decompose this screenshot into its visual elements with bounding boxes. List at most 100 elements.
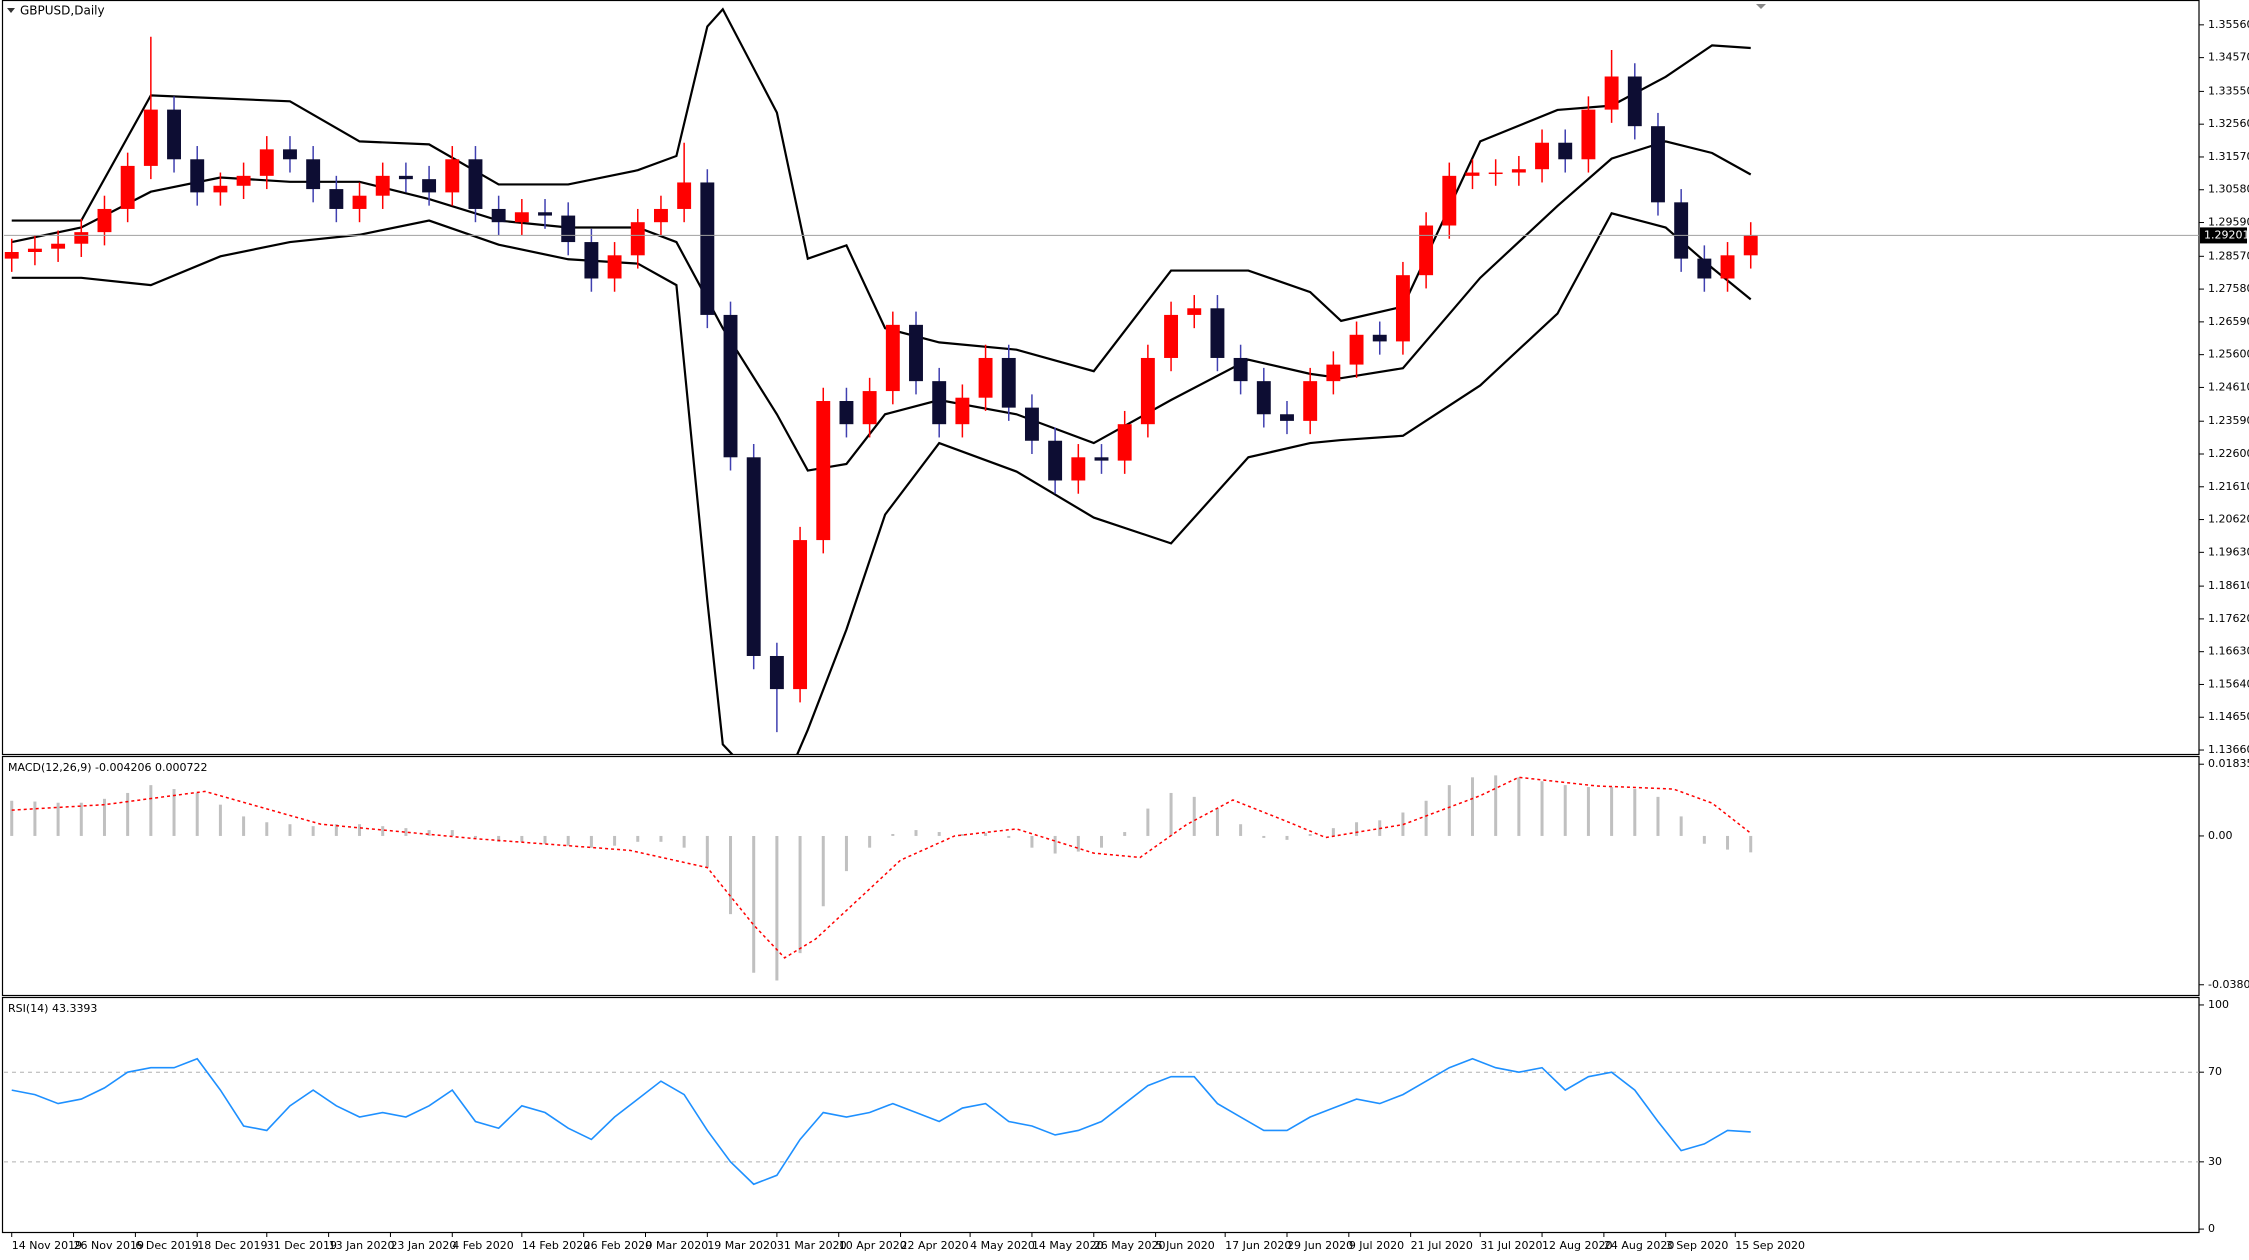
- y-tick-label: 1.17620: [2208, 612, 2249, 625]
- candle-body: [329, 189, 344, 209]
- candle-body: [51, 243, 66, 249]
- pane-frame: [1, 755, 2200, 997]
- candle-body: [561, 215, 576, 243]
- candle-body: [1581, 109, 1596, 160]
- bollinger-lower: [11, 211, 1752, 754]
- candle-body: [190, 159, 205, 193]
- candle-body: [700, 182, 715, 315]
- candle-body: [375, 175, 390, 196]
- price-label-box: [2200, 227, 2247, 244]
- y-tick-label: 1.20620: [2208, 513, 2249, 526]
- x-tick-label: 5 Jun 2020: [1156, 1239, 1215, 1252]
- x-tick-label: 4 May 2020: [970, 1239, 1035, 1252]
- y-tick-label: 0.00: [2208, 829, 2233, 842]
- pane-content: [10, 775, 1753, 981]
- candle-body: [1071, 457, 1086, 481]
- x-tick-label: 14 Feb 2020: [522, 1239, 590, 1252]
- candle-body: [607, 255, 622, 279]
- pane-frame: [1, 996, 2200, 1234]
- candle-body: [653, 208, 668, 223]
- candle-body: [1372, 334, 1387, 342]
- candle-body: [1187, 308, 1202, 315]
- candle-body: [1720, 255, 1735, 279]
- candle-body: [1256, 381, 1271, 415]
- y-tick-label: 1.21610: [2208, 480, 2249, 493]
- x-tick-label: 21 Jul 2020: [1411, 1239, 1473, 1252]
- candle-body: [1140, 357, 1155, 425]
- candle-body: [1465, 172, 1480, 176]
- x-tick-label: 23 Jan 2020: [390, 1239, 456, 1252]
- candle-body: [27, 248, 42, 252]
- candle-body: [445, 159, 460, 193]
- candle-body: [1697, 258, 1712, 279]
- y-tick-label: 1.35560: [2208, 18, 2249, 31]
- candle-body: [538, 212, 552, 216]
- y-tick-label: 1.33550: [2208, 84, 2249, 97]
- candle-body: [1164, 314, 1179, 358]
- candle-body: [352, 195, 367, 209]
- candle-body: [793, 540, 808, 690]
- y-tick-label: 1.14650: [2208, 710, 2249, 723]
- candle-body: [816, 401, 831, 541]
- candle-body: [259, 149, 274, 176]
- x-tick-label: 15 Sep 2020: [1735, 1239, 1805, 1252]
- y-tick-label: 30: [2208, 1155, 2222, 1168]
- candle-body: [468, 159, 483, 209]
- candle-body: [1651, 126, 1665, 203]
- x-tick-label: 13 Jan 2020: [329, 1239, 395, 1252]
- candle-body: [74, 232, 89, 244]
- x-tick-label: 4 Feb 2020: [452, 1239, 513, 1252]
- price-label: 1.29201: [2204, 228, 2249, 241]
- x-tick-label: 14 May 2020: [1032, 1239, 1104, 1252]
- x-tick-label: 10 Apr 2020: [839, 1239, 907, 1252]
- candle-body: [1511, 169, 1526, 173]
- candle-body: [213, 185, 228, 193]
- candle-body: [1326, 364, 1341, 382]
- y-tick-label: 1.24610: [2208, 380, 2249, 393]
- candle-body: [167, 109, 181, 160]
- candle-body: [1024, 407, 1039, 441]
- candle-body: [398, 175, 413, 180]
- x-tick-label: 26 Nov 2019: [74, 1239, 144, 1252]
- candle-body: [862, 391, 877, 425]
- candle-body: [120, 165, 135, 209]
- x-tick-label: 18 Dec 2019: [197, 1239, 267, 1252]
- x-tick-label: 22 Apr 2020: [901, 1239, 969, 1252]
- candle-body: [1743, 235, 1758, 256]
- y-tick-label: 1.31570: [2208, 150, 2249, 163]
- y-tick-label: 1.32560: [2208, 117, 2249, 130]
- y-tick-label: 1.28570: [2208, 249, 2249, 262]
- x-tick-label: 3 Sep 2020: [1666, 1239, 1729, 1252]
- x-tick-label: 31 Jul 2020: [1480, 1239, 1542, 1252]
- y-tick-label: 1.26590: [2208, 315, 2249, 328]
- rsi-line: [11, 1057, 1751, 1186]
- x-tick-label: 12 Aug 2020: [1542, 1239, 1612, 1252]
- candle-body: [1558, 142, 1573, 160]
- pane-frame: [1, 0, 2200, 756]
- x-tick-label: 29 Jun 2020: [1287, 1239, 1353, 1252]
- candle-body: [932, 381, 947, 425]
- candle-body: [723, 314, 738, 458]
- symbol-title: GBPUSD,Daily: [20, 4, 105, 18]
- indicator-title: RSI(14) 43.3393: [8, 1002, 97, 1015]
- candle-body: [1395, 275, 1410, 342]
- y-tick-label: 100: [2208, 998, 2229, 1011]
- candle-body: [1001, 357, 1016, 408]
- candle-body: [1488, 172, 1503, 175]
- candle-body: [839, 401, 854, 425]
- y-tick-label: 1.13660: [2208, 743, 2249, 756]
- bollinger-middle: [11, 140, 1752, 472]
- candle-body: [306, 159, 321, 190]
- candle-body: [1280, 414, 1294, 421]
- candle-body: [1233, 357, 1248, 382]
- candle-body: [885, 324, 900, 392]
- candle-body: [909, 324, 923, 382]
- bollinger-upper: [11, 7, 1751, 373]
- y-tick-label: 1.18610: [2208, 579, 2249, 592]
- candle-body: [4, 252, 19, 259]
- candle-body: [746, 457, 761, 656]
- candle-body: [514, 212, 529, 223]
- y-tick-label: 1.25600: [2208, 348, 2249, 361]
- menu-triangle: [7, 8, 15, 13]
